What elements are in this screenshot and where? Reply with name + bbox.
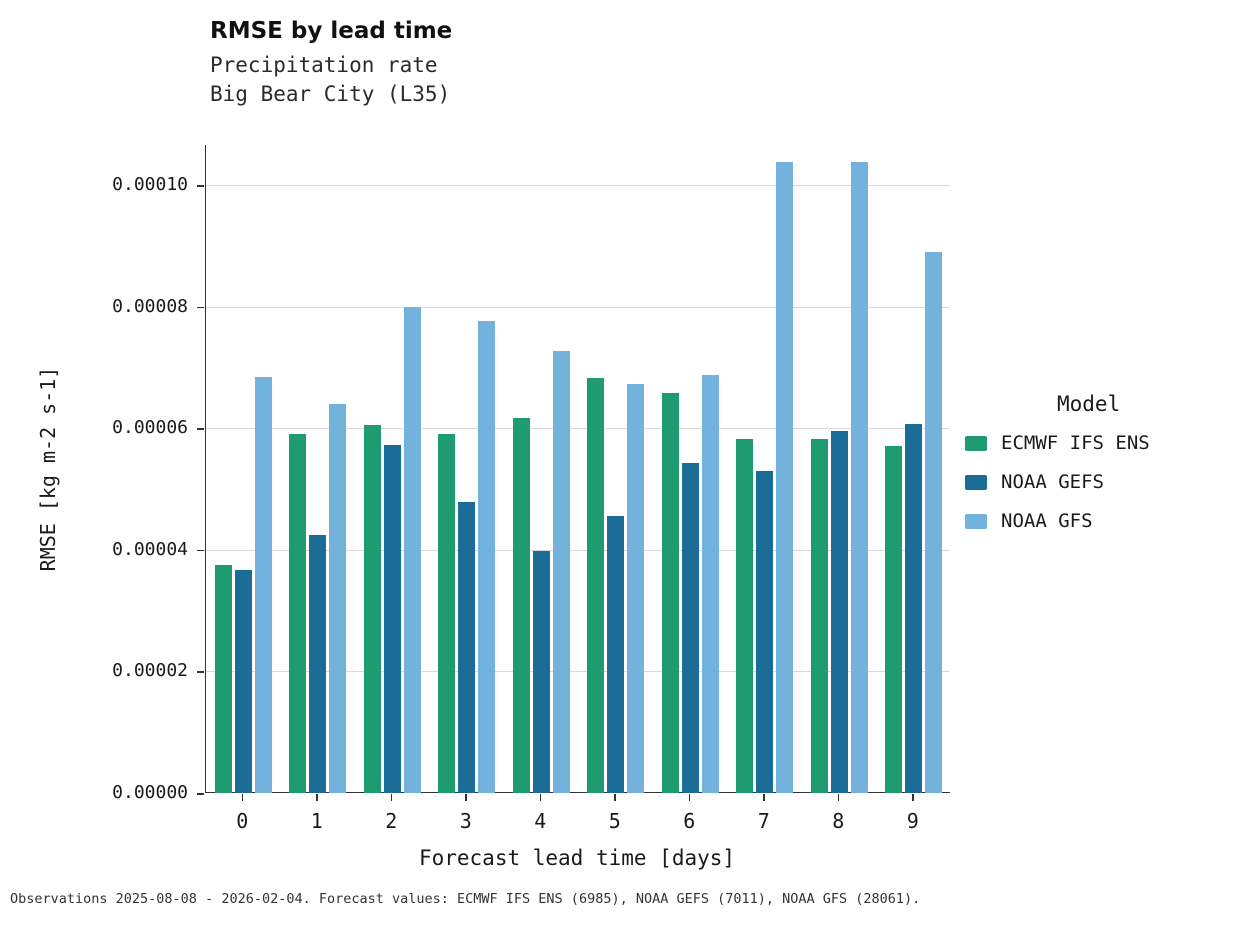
legend-item-ecmwf-ifs-ens: ECMWF IFS ENS: [965, 432, 1150, 454]
bar-noaa-gefs-lead-2: [383, 444, 401, 793]
x-tick-mark: [688, 794, 690, 801]
x-tick-mark: [316, 794, 318, 801]
x-tick-mark: [539, 794, 541, 801]
bar-noaa-gefs-lead-0: [234, 570, 252, 793]
y-tick-mark: [197, 793, 204, 795]
chart-subtitle-variable: Precipitation rate: [210, 53, 438, 77]
y-tick-mark: [197, 306, 204, 309]
footer-note: Observations 2025-08-08 - 2026-02-04. Fo…: [10, 891, 921, 907]
chart-title: RMSE by lead time: [210, 18, 453, 44]
legend-label: NOAA GEFS: [1001, 471, 1104, 493]
legend-title: Model: [1057, 392, 1121, 416]
legend-item-noaa-gfs: NOAA GFS: [965, 510, 1150, 532]
bar-noaa-gefs-lead-7: [756, 471, 774, 793]
bar-noaa-gefs-lead-8: [830, 431, 848, 793]
y-tick-label: 0.00002: [112, 660, 188, 682]
y-tick-label: 0.00010: [112, 174, 188, 195]
bar-noaa-gefs-lead-1: [309, 534, 327, 793]
y-tick-label: 0.00006: [112, 417, 188, 439]
x-tick-label: 1: [310, 809, 323, 833]
bar-noaa-gefs-lead-5: [607, 515, 625, 793]
legend-item-noaa-gefs: NOAA GEFS: [965, 471, 1150, 493]
y-tick-label: 0.00008: [112, 295, 188, 317]
bar-ecmwf-ifs-ens-lead-9: [885, 446, 903, 793]
bar-ecmwf-ifs-ens-lead-2: [363, 425, 381, 793]
x-tick-label: 4: [534, 809, 547, 833]
gridline: [206, 549, 950, 551]
x-tick-mark: [837, 794, 839, 801]
legend: Model ECMWF IFS ENS NOAA GEFS NOAA GFS: [965, 392, 1150, 549]
bar-noaa-gefs-lead-9: [905, 423, 923, 793]
x-tick-label: 8: [832, 809, 845, 833]
legend-swatch: [965, 474, 987, 490]
x-tick-label: 2: [385, 809, 398, 833]
bar-ecmwf-ifs-ens-lead-7: [736, 439, 754, 793]
legend-swatch: [965, 513, 987, 529]
x-tick-label: 7: [757, 809, 770, 833]
chart-subtitle-location: Big Bear City (L35): [210, 82, 451, 106]
gridline: [206, 671, 950, 673]
gridline: [206, 306, 950, 308]
x-tick-label: 6: [683, 809, 696, 833]
bar-noaa-gfs-lead-4: [552, 350, 570, 793]
legend-items: ECMWF IFS ENS NOAA GEFS NOAA GFS: [965, 432, 1150, 532]
gridline: [206, 185, 950, 186]
y-tick-mark: [197, 671, 204, 673]
x-tick-mark: [241, 794, 243, 801]
x-axis-label: Forecast lead time [days]: [418, 846, 736, 870]
bar-noaa-gefs-lead-3: [458, 502, 476, 793]
bar-noaa-gfs-lead-8: [850, 161, 868, 793]
x-tick-label: 9: [906, 809, 919, 833]
bar-ecmwf-ifs-ens-lead-1: [289, 434, 307, 793]
x-tick-mark: [614, 794, 616, 801]
x-tick-label: 5: [608, 809, 621, 833]
bar-ecmwf-ifs-ens-lead-4: [512, 417, 530, 793]
x-tick-mark: [465, 794, 467, 801]
y-tick-mark: [197, 428, 204, 430]
bar-noaa-gfs-lead-6: [701, 374, 719, 793]
x-tick-mark: [390, 794, 392, 801]
bar-ecmwf-ifs-ens-lead-8: [810, 438, 828, 793]
x-tick-mark: [763, 794, 765, 801]
bar-noaa-gefs-lead-6: [681, 463, 699, 793]
y-tick-label: 0.00000: [112, 782, 188, 803]
bar-noaa-gefs-lead-4: [532, 551, 550, 793]
bar-noaa-gfs-lead-0: [254, 376, 272, 793]
bar-noaa-gfs-lead-5: [627, 384, 645, 793]
y-tick-mark: [197, 185, 204, 187]
bar-ecmwf-ifs-ens-lead-6: [661, 392, 679, 793]
x-tick-label: 0: [236, 809, 249, 833]
y-tick-label: 0.00004: [112, 538, 188, 560]
bar-ecmwf-ifs-ens-lead-3: [438, 433, 456, 793]
bar-ecmwf-ifs-ens-lead-5: [587, 377, 605, 793]
x-tick-label: 3: [459, 809, 472, 833]
bar-noaa-gfs-lead-1: [329, 404, 347, 793]
bar-noaa-gfs-lead-7: [776, 161, 794, 793]
legend-label: ECMWF IFS ENS: [1001, 432, 1150, 454]
legend-swatch: [965, 435, 987, 451]
bar-noaa-gfs-lead-2: [403, 306, 421, 793]
plot-area: [205, 145, 950, 793]
gridline: [206, 428, 950, 430]
bar-ecmwf-ifs-ens-lead-0: [214, 565, 232, 793]
bar-noaa-gfs-lead-9: [925, 251, 943, 793]
x-tick-mark: [912, 794, 914, 801]
bar-noaa-gfs-lead-3: [478, 320, 496, 793]
legend-label: NOAA GFS: [1001, 510, 1093, 532]
y-tick-mark: [197, 549, 204, 552]
